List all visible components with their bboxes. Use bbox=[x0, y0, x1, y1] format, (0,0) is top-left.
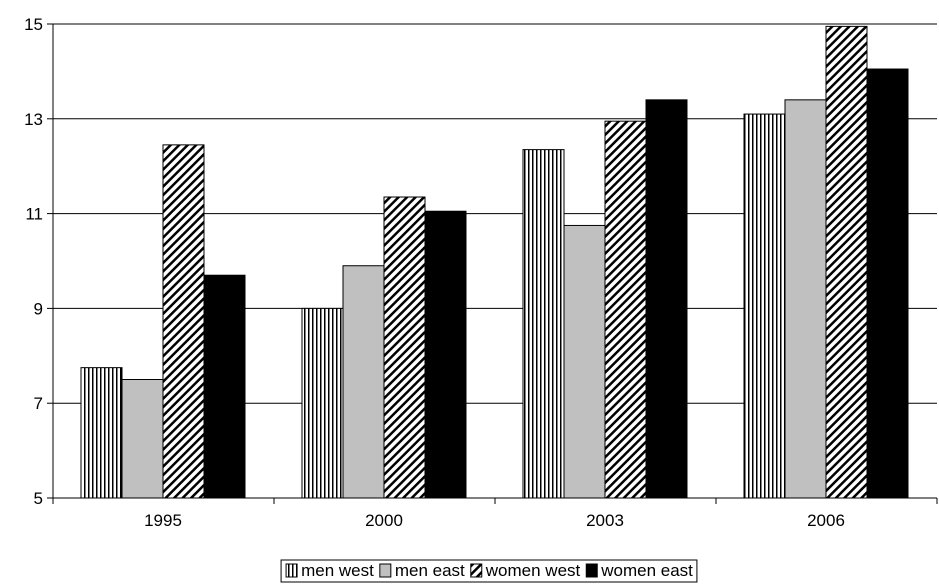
bar-men-west-1995 bbox=[80, 367, 123, 499]
legend-swatch-men-west bbox=[285, 563, 298, 578]
y-tick-label: 5 bbox=[34, 489, 43, 508]
bar-women-west-2003 bbox=[604, 120, 647, 499]
x-tick-label: 2003 bbox=[586, 511, 624, 530]
bar-men-west-2006 bbox=[743, 113, 786, 499]
bar-men-west-2003 bbox=[522, 149, 565, 499]
legend-label-men-west: men west bbox=[301, 561, 374, 580]
bar-women-west-2000 bbox=[383, 196, 426, 499]
bar-women-east-2000 bbox=[424, 210, 467, 499]
legend-swatch-men-east bbox=[379, 563, 392, 578]
bar-women-west-1995 bbox=[162, 144, 205, 499]
bar-men-east-2003 bbox=[563, 224, 606, 499]
legend-label-women-east: women east bbox=[600, 561, 693, 580]
x-tick-label: 1995 bbox=[144, 511, 182, 530]
bar-women-east-1995 bbox=[203, 274, 246, 499]
y-tick-label: 15 bbox=[24, 15, 43, 34]
legend-swatch-women-west bbox=[470, 563, 483, 578]
bar-men-east-2006 bbox=[784, 99, 827, 499]
bar-women-east-2006 bbox=[866, 68, 909, 499]
legend-label-women-west: women west bbox=[485, 561, 581, 580]
bar-women-east-2003 bbox=[645, 99, 688, 499]
bar-men-west-2000 bbox=[301, 307, 344, 499]
legend-swatch-women-east bbox=[585, 563, 598, 578]
y-tick-label: 9 bbox=[34, 299, 43, 318]
legend: men west men east women west women east bbox=[280, 559, 698, 583]
y-tick-label: 7 bbox=[34, 394, 43, 413]
x-tick-label: 2000 bbox=[365, 511, 403, 530]
bar-men-east-1995 bbox=[121, 379, 164, 499]
bar-men-east-2000 bbox=[342, 265, 385, 499]
y-tick-label: 13 bbox=[24, 110, 43, 129]
legend-label-men-east: men east bbox=[395, 561, 465, 580]
x-tick-label: 2006 bbox=[807, 511, 845, 530]
bar-women-west-2006 bbox=[825, 25, 868, 499]
y-tick-label: 11 bbox=[25, 205, 43, 224]
